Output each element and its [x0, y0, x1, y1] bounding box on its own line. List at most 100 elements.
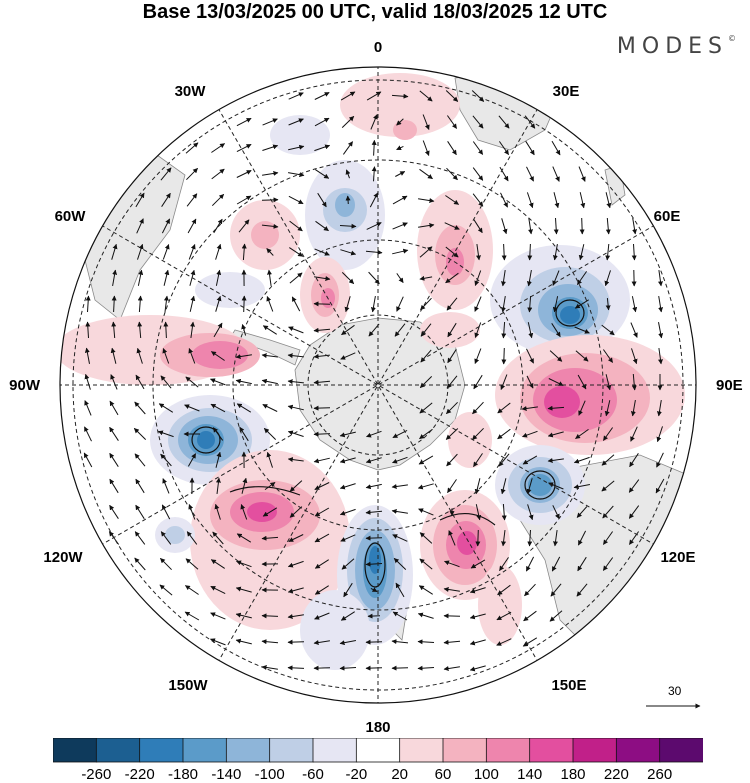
wind-vector [341, 558, 355, 570]
wind-vector [315, 169, 330, 179]
wind-vector [469, 587, 486, 594]
wind-vector [500, 296, 506, 313]
wind-vector [602, 557, 614, 571]
wind-vector [210, 612, 226, 620]
wind-vector [630, 400, 636, 417]
wind-vector [345, 169, 351, 179]
wind-vector [343, 582, 353, 598]
wind-vector [213, 322, 223, 338]
wind-vector [601, 324, 615, 336]
wind-vector [287, 404, 304, 411]
wind-vector [215, 477, 221, 494]
wind-vector [474, 322, 482, 338]
wind-vector [314, 144, 331, 152]
wind-vector [391, 93, 409, 99]
wind-vector [446, 115, 458, 129]
wind-vector [135, 374, 145, 390]
wind-vector [365, 457, 382, 464]
wind-vector [552, 505, 560, 520]
wind-vector [366, 91, 382, 101]
wind-vector [314, 276, 331, 281]
wind-vector [111, 321, 117, 339]
colorbar-tick-label: 100 [473, 766, 499, 783]
wind-vector [601, 454, 615, 466]
wind-vector [631, 243, 637, 261]
wind-vector [288, 172, 305, 178]
lon-label-60w: 60W [55, 208, 87, 225]
wind-vector [210, 378, 226, 386]
wind-vector [367, 613, 381, 619]
wind-vector [392, 611, 408, 621]
wind-vector [215, 243, 222, 260]
wind-vector [185, 376, 199, 388]
wind-vector [314, 482, 330, 490]
wind-vector [235, 586, 252, 593]
wind-vector [262, 144, 279, 151]
wind-vector [371, 139, 377, 156]
wind-vector [501, 218, 508, 235]
wind-vector [212, 531, 224, 545]
wind-vector [521, 406, 538, 411]
wind-vector [109, 452, 119, 467]
wind-vector [109, 478, 119, 494]
colorbar-swatch [615, 738, 661, 763]
wind-vector [160, 167, 172, 181]
colorbar-swatch [182, 738, 228, 763]
wind-vector [419, 402, 433, 414]
wind-vector [552, 244, 558, 261]
wind-vector [239, 426, 249, 442]
wind-vector [262, 170, 279, 176]
wind-vector [392, 456, 408, 464]
wind-vector [365, 249, 383, 255]
wind-vector [553, 530, 558, 547]
wind-vector [632, 218, 638, 235]
colorbar-swatch [485, 738, 531, 763]
lon-label-180: 180 [365, 719, 390, 736]
wind-vector [419, 168, 433, 180]
wind-vector [136, 347, 143, 364]
wind-vector [602, 531, 614, 545]
wind-vector [547, 431, 564, 438]
wind-vector [446, 297, 458, 311]
wind-vector [392, 195, 408, 205]
wind-vector [547, 458, 564, 463]
wind-vector [393, 558, 407, 570]
wind-vector [160, 531, 172, 545]
wind-vector [236, 195, 252, 205]
colorbar-swatch [95, 738, 141, 763]
wind-vector [314, 585, 329, 595]
wind-vector [526, 348, 534, 364]
wind-vector [472, 193, 484, 207]
wind-vector [549, 350, 563, 362]
wind-vector [419, 376, 433, 388]
lon-label-30w: 30W [175, 83, 207, 100]
colorbar-tick-label: 180 [560, 766, 586, 783]
wind-vector [628, 479, 640, 493]
wind-vector [605, 298, 611, 311]
wind-vector [188, 244, 196, 260]
wind-vector [366, 222, 382, 230]
wind-vector [473, 219, 483, 234]
wind-vector [287, 587, 304, 594]
wind-vector [574, 326, 590, 334]
wind-vector [236, 143, 252, 153]
wind-vector [370, 587, 378, 593]
wind-vector [236, 403, 252, 413]
wind-vector [261, 639, 279, 645]
wind-vector [84, 426, 92, 442]
wind-vector [262, 404, 278, 412]
wind-vector [444, 560, 460, 568]
wind-vector [236, 560, 252, 568]
wind-vector [162, 478, 170, 494]
wind-vector [365, 665, 383, 671]
wind-vector [527, 243, 533, 261]
wind-vector [605, 217, 611, 235]
lon-label-150w: 150W [168, 677, 208, 694]
wind-vector [134, 531, 146, 545]
wind-vector [573, 484, 590, 490]
wind-vector [552, 166, 560, 182]
wind-vector [604, 400, 611, 417]
wind-vector [578, 400, 586, 416]
wind-vector [501, 321, 507, 339]
wind-vector [469, 613, 486, 620]
